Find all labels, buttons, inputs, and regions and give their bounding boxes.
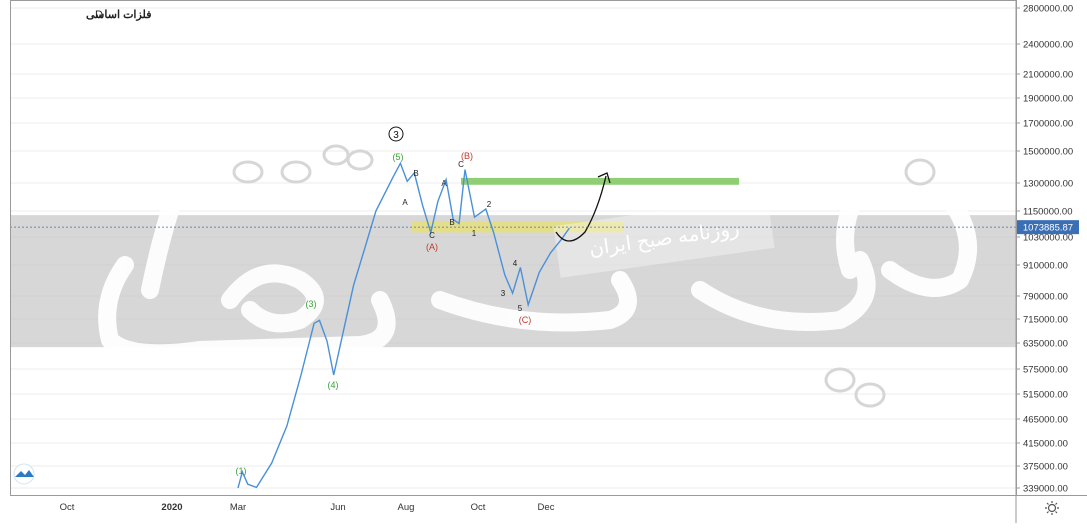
time-tick-label: Mar [230, 502, 246, 513]
price-tick-label: 415000.00 [1023, 439, 1068, 450]
price-tick-label: 339000.00 [1023, 484, 1068, 495]
wave-label: A [441, 179, 447, 188]
wave-label: (1) [236, 466, 247, 476]
interval-label: D [95, 9, 103, 21]
wave-label: (5) [393, 152, 404, 162]
wave-label: 2 [487, 200, 492, 209]
price-tick-label: 2400000.00 [1023, 40, 1073, 51]
watermark-banner: روزنامه صبح ایران [553, 196, 775, 278]
time-tick-label: Oct [471, 502, 486, 513]
wave-label: (B) [461, 151, 473, 161]
wave-label: (4) [328, 380, 339, 390]
price-tick-label: 790000.00 [1023, 292, 1068, 303]
wave-label: (3) [306, 299, 317, 309]
watermark-logo-dots [232, 144, 936, 408]
price-tick-label: 910000.00 [1023, 261, 1068, 272]
wave-label: C [429, 231, 435, 240]
price-tick-label: 1030000.00 [1023, 233, 1073, 244]
price-tick-label: 715000.00 [1023, 315, 1068, 326]
price-tick-label: 1300000.00 [1023, 179, 1073, 190]
last-price-tag: 1073885.87 [1017, 220, 1079, 235]
watermark-logo [98, 186, 977, 363]
symbol-name: فلزات اساسی [86, 9, 151, 21]
price-tick-label: 1700000.00 [1023, 119, 1073, 130]
projection-arrow [555, 175, 607, 242]
price-tick-label: 515000.00 [1023, 390, 1068, 401]
wave-label: (A) [426, 242, 438, 252]
wave-label: B [449, 218, 454, 227]
price-tick-label: 1500000.00 [1023, 147, 1073, 158]
price-tick-label: 375000.00 [1023, 462, 1068, 473]
price-tick-label: 635000.00 [1023, 339, 1068, 350]
price-line[interactable] [237, 161, 570, 489]
time-tick-label: Oct [60, 502, 75, 513]
wave-label: 4 [513, 259, 518, 268]
price-tick-label: 1150000.00 [1023, 207, 1073, 218]
time-tick-label: 2020 [161, 502, 182, 513]
wave-label: 5 [518, 304, 523, 313]
settings-gear-icon[interactable] [1045, 501, 1059, 515]
price-tick-label: 465000.00 [1023, 415, 1068, 426]
wave-label: (C) [519, 315, 532, 325]
time-tick-label: Jun [330, 502, 345, 513]
price-tick-label: 1900000.00 [1023, 94, 1073, 105]
wave-label: 3 [501, 289, 506, 298]
time-tick-label: Aug [398, 502, 415, 513]
price-tick-label: 575000.00 [1023, 365, 1068, 376]
arrow-head-icon [597, 172, 611, 184]
wave-label: B [413, 169, 418, 178]
wave-label: 1 [472, 229, 477, 238]
price-axis[interactable]: 2800000.00 2400000.00 2100000.00 1900000.00… [1016, 4, 1073, 495]
tradingview-logo-icon[interactable] [13, 463, 35, 485]
wave-3-circle [388, 126, 404, 142]
wave-label: A [402, 198, 408, 207]
wave-label: C [458, 160, 464, 169]
price-tick-label: 2800000.00 [1023, 4, 1073, 15]
last-price-value: 1073885.87 [1023, 223, 1073, 234]
wave-label: 3 [393, 130, 399, 141]
time-axis[interactable]: Oct 2020 Mar Jun Aug Oct Dec [60, 502, 555, 513]
target-zone[interactable] [461, 177, 739, 185]
time-tick-label: Dec [538, 502, 555, 513]
price-tick-label: 2100000.00 [1023, 70, 1073, 81]
